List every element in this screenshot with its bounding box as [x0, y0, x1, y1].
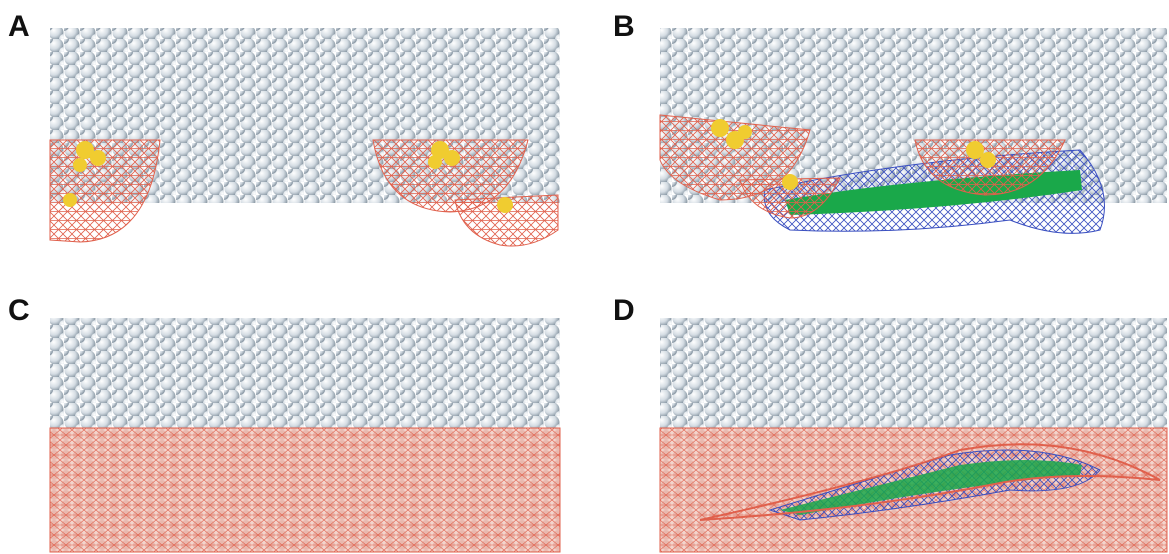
- panel-label: C: [8, 294, 30, 327]
- figure: A B C D: [0, 0, 1169, 554]
- panel-label: D: [613, 294, 635, 327]
- panel-d: [660, 318, 1167, 552]
- panel-b: [660, 28, 1167, 233]
- panel-label: B: [613, 10, 635, 43]
- panel-a: [50, 28, 560, 246]
- panel-c: [50, 318, 560, 552]
- panel-label: A: [8, 10, 30, 43]
